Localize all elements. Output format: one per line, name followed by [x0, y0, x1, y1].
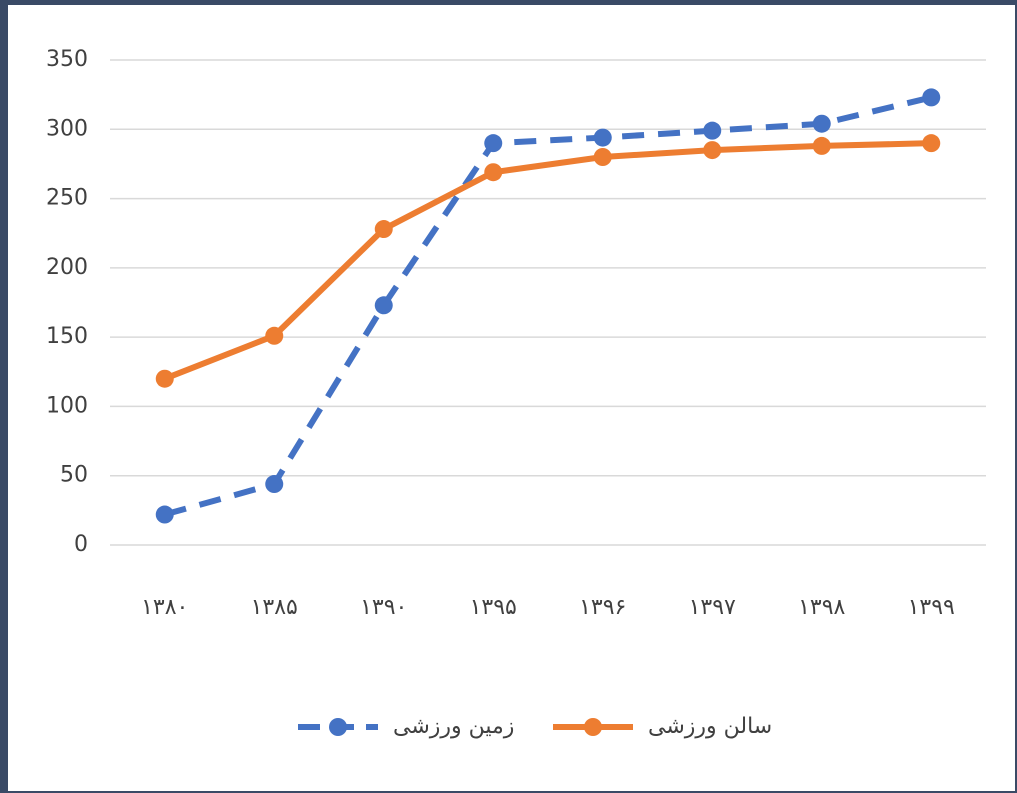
- legend-label: سالن ورزشی: [648, 714, 772, 739]
- point: [265, 475, 284, 494]
- legend-marker: [329, 718, 347, 736]
- x-tick-label: ۱۳۸۰: [141, 595, 188, 620]
- y-tick-label: 200: [46, 255, 88, 280]
- point: [374, 296, 393, 315]
- y-tick-label: 250: [46, 186, 88, 211]
- x-tick-label: ۱۳۹۵: [470, 595, 517, 620]
- point: [265, 326, 284, 345]
- series-line: [163, 94, 932, 518]
- point: [703, 141, 722, 160]
- series-line: [163, 140, 932, 382]
- y-tick-label: 300: [46, 116, 88, 141]
- x-tick-label: ۱۳۹۰: [360, 595, 407, 620]
- y-tick-label: 150: [46, 324, 88, 349]
- point: [155, 369, 174, 388]
- point: [703, 121, 722, 140]
- y-tick-label: 100: [46, 393, 88, 418]
- x-tick-label: ۱۳۹۶: [579, 595, 626, 620]
- point: [922, 88, 941, 107]
- point: [155, 505, 174, 524]
- point: [812, 114, 831, 133]
- legend-marker: [584, 718, 602, 736]
- point: [374, 220, 393, 239]
- y-tick-label: 0: [74, 532, 88, 557]
- point: [593, 128, 612, 147]
- x-tick-label: ۱۳۹۷: [689, 595, 736, 620]
- point: [593, 148, 612, 166]
- x-tick-label: ۱۳۹۸: [798, 595, 845, 620]
- chart: 0 50 100 150 200 250 300 350 ۱۳۸۰ ۱۳۸۵ ۱۳۹۰ ۱۳۹۵ ۱۳۹…: [46, 47, 986, 739]
- point: [812, 136, 831, 155]
- legend-label: زمین ورزشی: [393, 714, 514, 739]
- point: [922, 134, 941, 153]
- x-tick-label: ۱۳۹۹: [908, 595, 955, 620]
- x-tick-label: ۱۳۸۵: [251, 595, 298, 620]
- point: [484, 134, 503, 153]
- y-tick-label: 350: [46, 47, 88, 72]
- point: [484, 163, 503, 182]
- y-tick-label: 50: [60, 463, 88, 488]
